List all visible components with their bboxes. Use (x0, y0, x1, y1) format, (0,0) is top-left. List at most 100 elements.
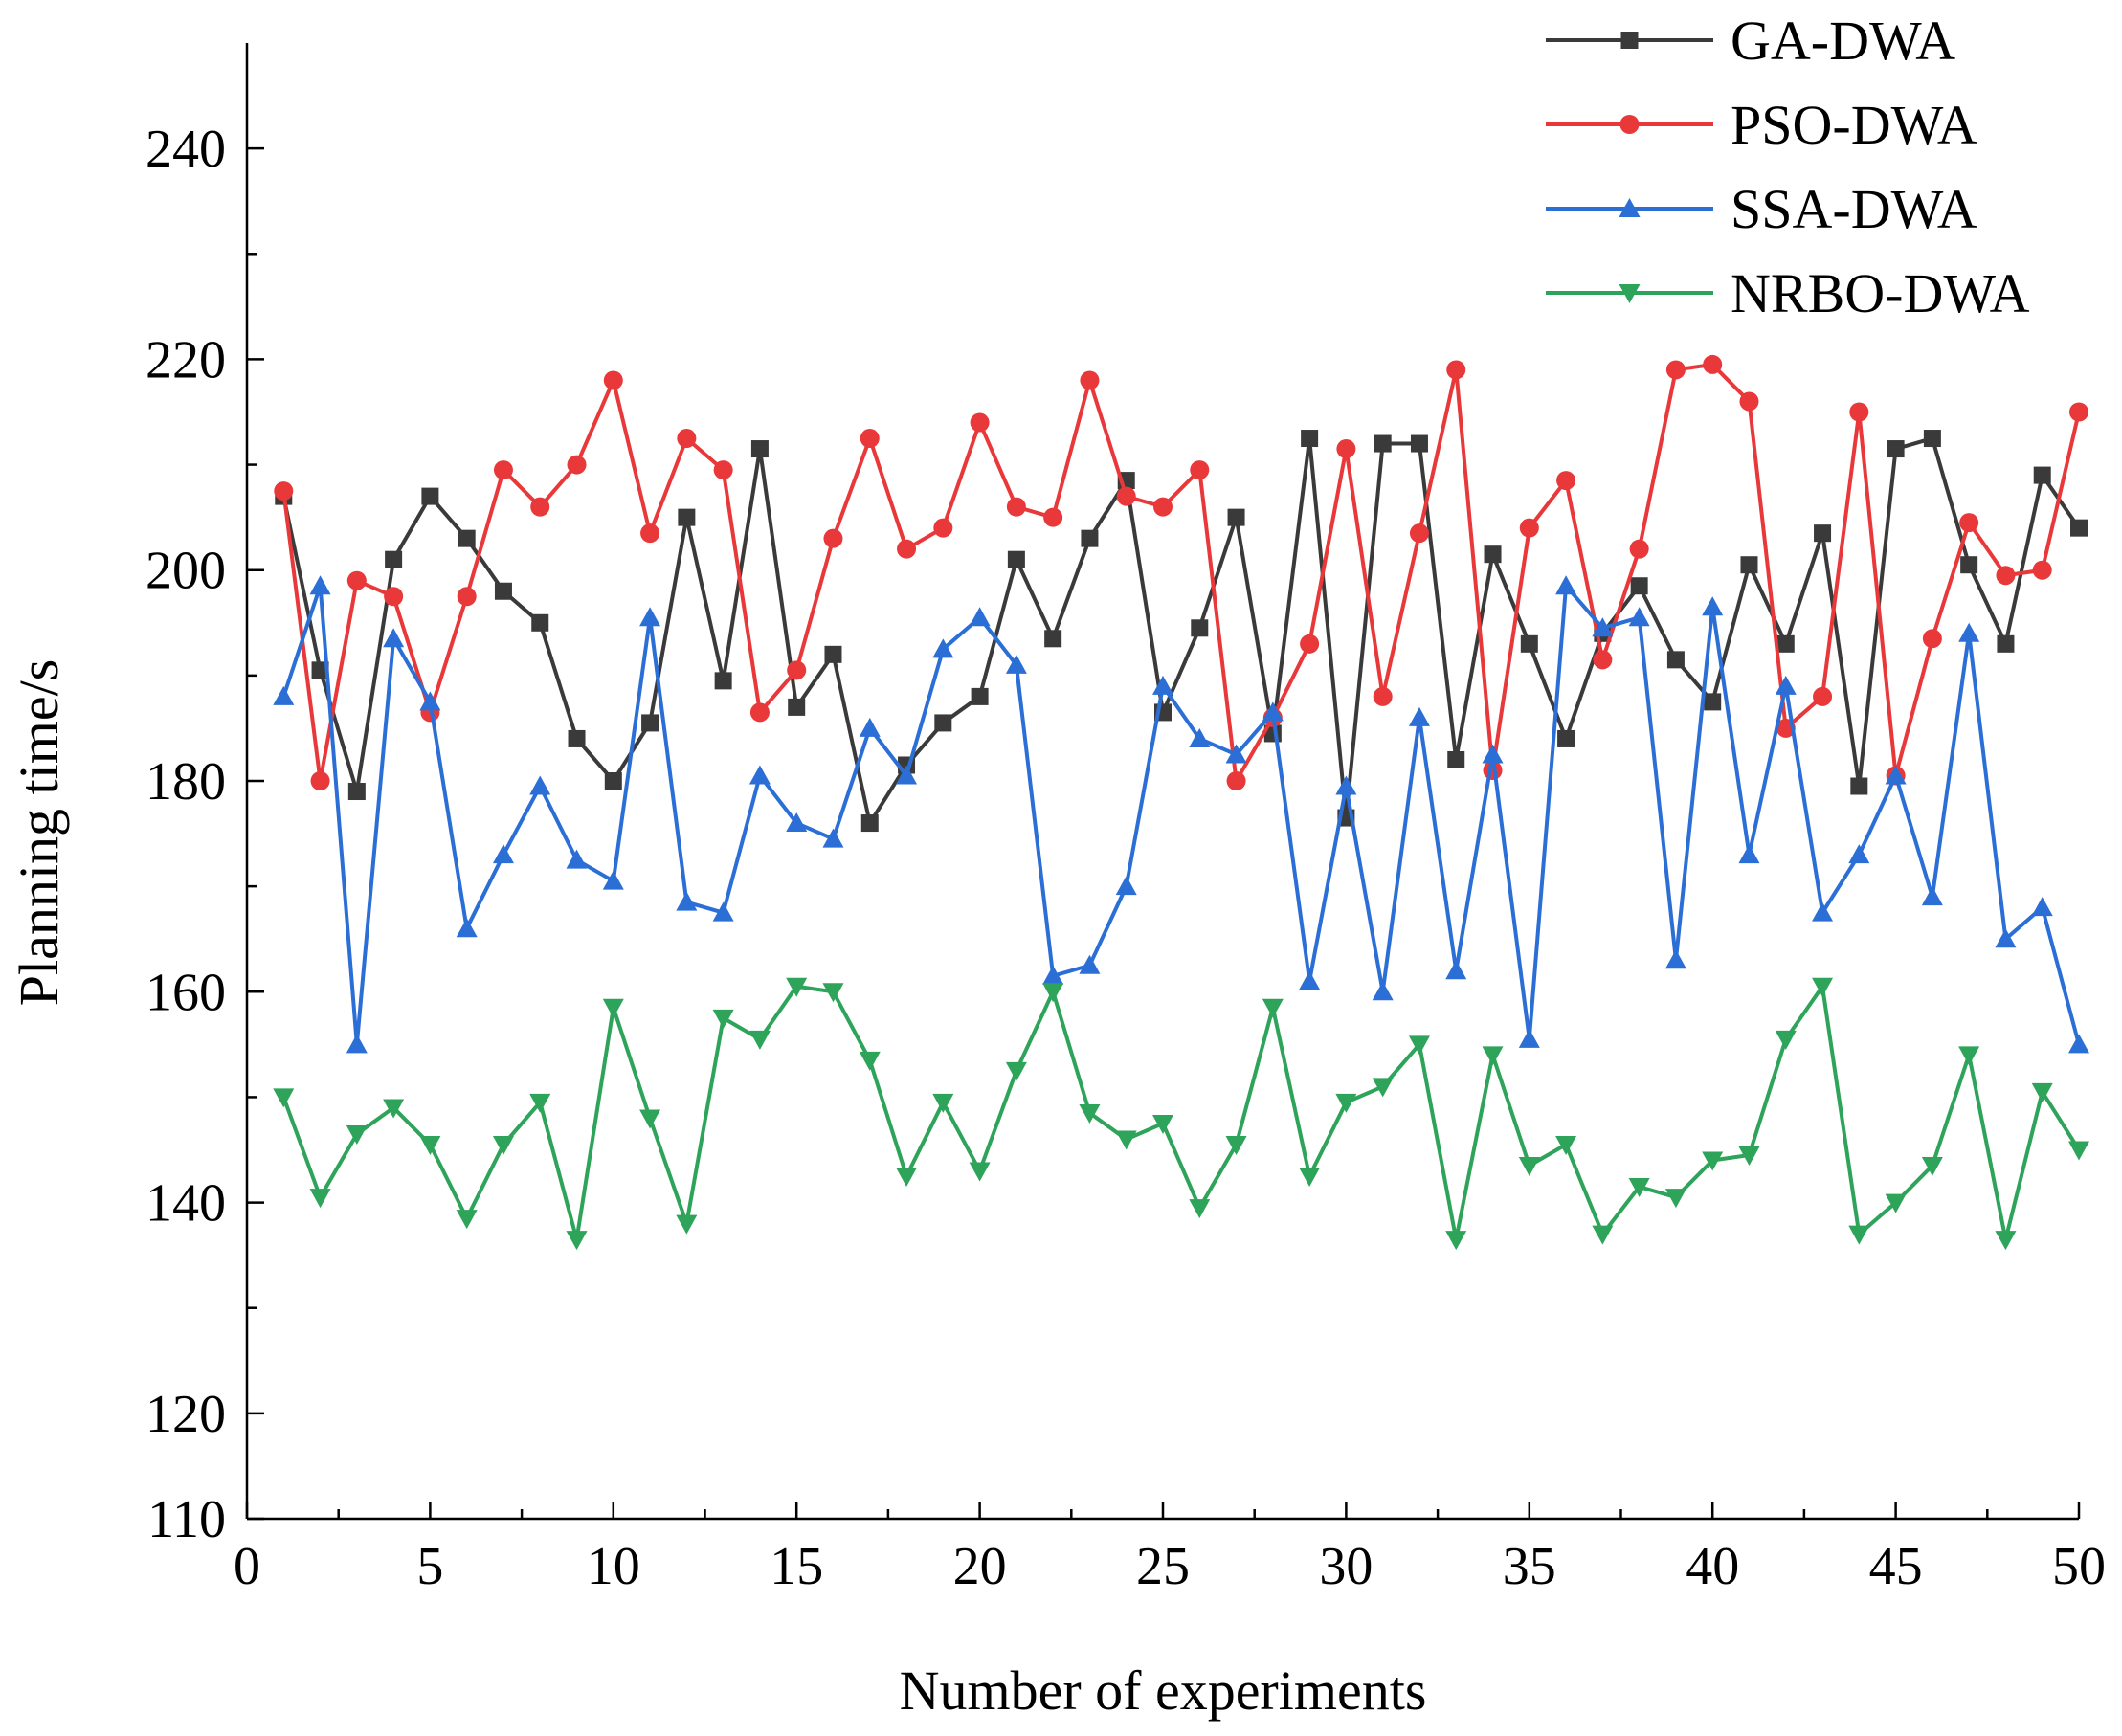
legend-label-pso-dwa: PSO-DWA (1731, 94, 1977, 156)
y-tick-label: 110 (147, 1490, 226, 1549)
data-point-pso-dwa (1959, 513, 1979, 533)
data-point-pso-dwa (1813, 686, 1833, 706)
x-tick-label: 15 (770, 1537, 823, 1596)
legend-marker-nrbo-dwa (1619, 284, 1641, 303)
x-tick-label: 30 (1319, 1537, 1373, 1596)
series-line-ga-dwa (281, 436, 2081, 826)
data-point-ssa-dwa (1042, 965, 1064, 985)
data-point-nrbo-dwa (1262, 998, 1284, 1018)
series-line-ssa-dwa (281, 584, 2081, 1047)
data-point-ga-dwa (311, 661, 329, 679)
data-point-ssa-dwa (859, 717, 881, 737)
data-point-ga-dwa (531, 613, 549, 632)
data-point-pso-dwa (1336, 439, 1356, 459)
data-point-pso-dwa (346, 570, 367, 590)
data-point-ga-dwa (1447, 750, 1465, 768)
data-point-ssa-dwa (1921, 886, 1943, 906)
data-point-ssa-dwa (1664, 949, 1686, 969)
data-point-pso-dwa (1519, 518, 1539, 538)
data-point-pso-dwa (787, 660, 807, 680)
data-point-ga-dwa (1630, 577, 1648, 595)
data-point-ssa-dwa (748, 765, 771, 785)
data-point-pso-dwa (749, 702, 770, 723)
x-tick-label: 0 (234, 1537, 260, 1596)
data-point-nrbo-dwa (346, 1124, 368, 1145)
data-point-ssa-dwa (273, 685, 295, 705)
data-point-ga-dwa (1081, 529, 1099, 547)
data-point-nrbo-dwa (1995, 1231, 2017, 1251)
data-point-nrbo-dwa (1921, 1157, 1943, 1177)
data-point-ssa-dwa (2068, 1034, 2089, 1054)
legend: GA-DWA PSO-DWA SSA-DWA NRBO-DWA (1546, 10, 2030, 324)
data-point-ssa-dwa (1079, 954, 1101, 974)
data-point-ga-dwa (1301, 430, 1319, 448)
data-point-ssa-dwa (1482, 744, 1504, 764)
legend-item-pso-dwa: PSO-DWA (1546, 94, 1977, 156)
legend-marker-ssa-dwa (1619, 198, 1641, 217)
data-point-ssa-dwa (1115, 876, 1137, 896)
data-point-ssa-dwa (1445, 960, 1467, 980)
data-point-nrbo-dwa (492, 1135, 514, 1155)
data-point-ga-dwa (2033, 466, 2051, 484)
data-point-ga-dwa (1484, 545, 1502, 564)
y-tick-label: 160 (145, 963, 226, 1022)
data-point-ssa-dwa (1995, 928, 2017, 948)
data-point-ssa-dwa (1885, 765, 1907, 785)
data-point-nrbo-dwa (309, 1189, 331, 1209)
legend-label-ssa-dwa: SSA-DWA (1731, 178, 1977, 240)
data-point-nrbo-dwa (1079, 1103, 1101, 1124)
data-point-pso-dwa (860, 429, 880, 449)
data-point-nrbo-dwa (1958, 1046, 1980, 1066)
data-point-ga-dwa (1997, 634, 2015, 653)
legend-item-ssa-dwa: SSA-DWA (1546, 178, 1977, 240)
x-tick-label: 10 (587, 1537, 640, 1596)
axes: 0 5 10 15 20 25 30 35 40 45 50 110 120 140 160 180 200 22… (145, 43, 2106, 1596)
legend-item-nrbo-dwa: NRBO-DWA (1546, 262, 2030, 324)
data-point-nrbo-dwa (1738, 1146, 1760, 1167)
data-point-pso-dwa (310, 771, 330, 790)
data-point-nrbo-dwa (822, 983, 844, 1003)
data-point-ssa-dwa (1775, 675, 1797, 695)
data-point-nrbo-dwa (1812, 977, 1834, 997)
data-point-ssa-dwa (1335, 775, 1357, 795)
data-point-ssa-dwa (1702, 596, 1724, 616)
data-point-nrbo-dwa (712, 1009, 734, 1029)
data-point-ga-dwa (1191, 619, 1209, 637)
data-point-nrbo-dwa (1628, 1178, 1650, 1198)
series-nrbo-dwa (273, 977, 2089, 1251)
data-point-nrbo-dwa (1408, 1035, 1430, 1056)
data-point-nrbo-dwa (1518, 1157, 1540, 1177)
data-point-ga-dwa (1960, 556, 1978, 574)
series-ga-dwa (275, 430, 2088, 833)
data-point-nrbo-dwa (932, 1093, 954, 1113)
data-point-ssa-dwa (1738, 844, 1760, 864)
data-point-nrbo-dwa (786, 977, 808, 997)
data-point-pso-dwa (1409, 523, 1429, 544)
data-point-ga-dwa (824, 645, 842, 663)
data-point-nrbo-dwa (529, 1093, 551, 1113)
data-point-ga-dwa (385, 550, 403, 568)
data-point-ga-dwa (1520, 634, 1538, 653)
x-tick-label: 20 (953, 1537, 1007, 1596)
data-point-pso-dwa (1373, 686, 1393, 706)
data-point-pso-dwa (2069, 402, 2088, 422)
data-point-nrbo-dwa (1445, 1231, 1467, 1251)
data-point-ssa-dwa (456, 918, 478, 938)
series-group (273, 354, 2089, 1251)
data-point-ga-dwa (1740, 556, 1758, 574)
series-pso-dwa (274, 354, 2088, 790)
data-point-nrbo-dwa (1152, 1114, 1173, 1134)
data-point-nrbo-dwa (1664, 1189, 1686, 1209)
data-point-ga-dwa (1923, 430, 1941, 448)
data-point-ssa-dwa (822, 828, 844, 848)
data-point-ssa-dwa (566, 849, 588, 869)
data-point-ssa-dwa (676, 891, 698, 911)
data-point-ssa-dwa (1812, 901, 1834, 922)
data-point-pso-dwa (1629, 539, 1649, 559)
data-point-pso-dwa (1006, 497, 1026, 517)
data-point-nrbo-dwa (1482, 1046, 1504, 1066)
data-point-ga-dwa (1227, 508, 1245, 526)
data-point-nrbo-dwa (1885, 1193, 1907, 1213)
data-point-pso-dwa (970, 412, 990, 433)
data-point-nrbo-dwa (1372, 1078, 1394, 1098)
